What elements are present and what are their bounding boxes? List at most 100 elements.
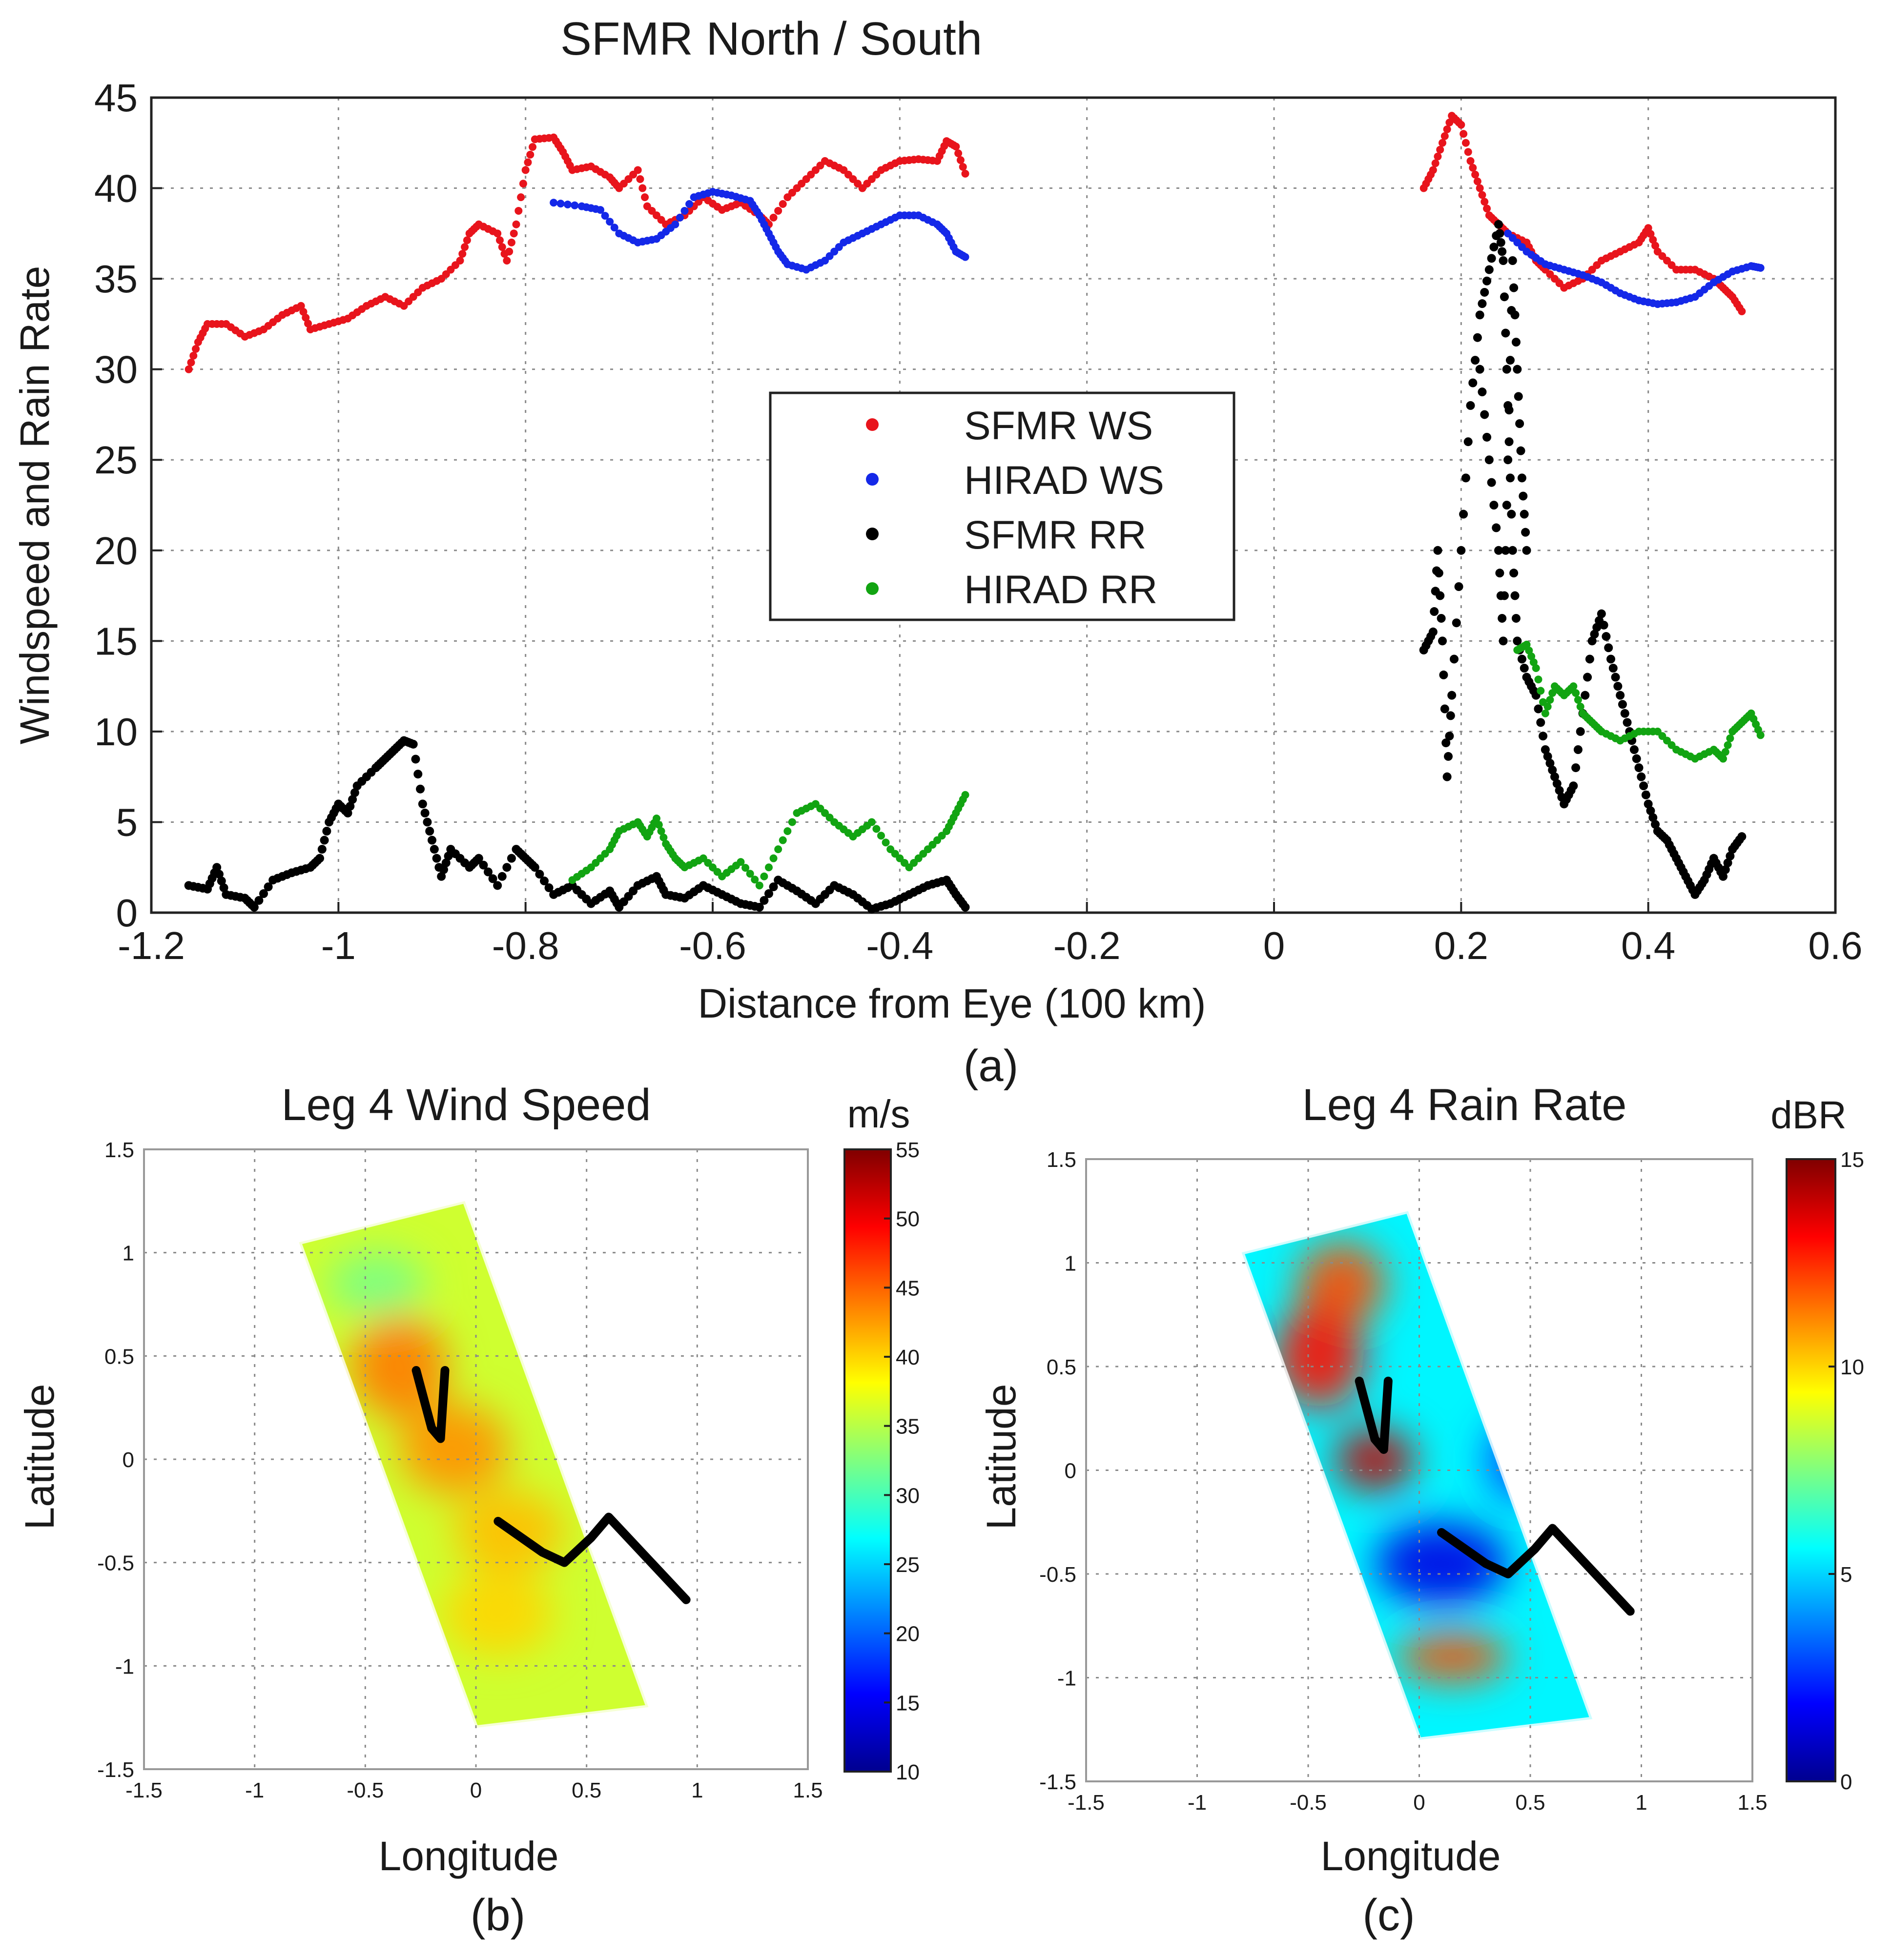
data-point — [458, 250, 467, 258]
y-tick-label: -1.5 — [97, 1758, 134, 1782]
data-point — [1514, 392, 1523, 401]
data-point — [961, 253, 969, 261]
data-point — [1613, 682, 1623, 691]
x-tick-label: 1 — [691, 1778, 703, 1802]
data-point — [1583, 673, 1592, 682]
data-point — [1487, 478, 1496, 487]
data-point — [1574, 695, 1582, 704]
data-point — [737, 858, 745, 866]
data-point — [1521, 528, 1530, 537]
data-point — [1724, 741, 1732, 749]
data-point — [413, 770, 423, 779]
data-point — [1649, 236, 1657, 244]
y-tick-label: -0.5 — [97, 1552, 134, 1575]
data-point — [1481, 198, 1489, 206]
data-point — [540, 877, 549, 886]
data-point — [1476, 184, 1484, 192]
data-point — [461, 243, 469, 251]
data-point — [1737, 832, 1747, 841]
data-point — [1629, 745, 1639, 754]
data-point — [192, 345, 200, 353]
data-point — [774, 206, 782, 215]
colorbar-tick-label: 10 — [896, 1760, 920, 1784]
data-point — [872, 825, 881, 833]
data-point — [514, 206, 523, 215]
data-point — [961, 169, 969, 178]
data-point — [1606, 654, 1615, 664]
data-point — [1507, 510, 1516, 519]
colorbar-c-label: dBR — [1770, 1093, 1847, 1137]
data-point — [1618, 700, 1627, 709]
data-point — [680, 206, 689, 215]
data-point — [493, 881, 502, 890]
data-point — [1480, 410, 1489, 419]
data-point — [550, 199, 558, 207]
data-point — [212, 863, 222, 872]
data-point — [1436, 145, 1444, 154]
data-point — [1529, 658, 1538, 666]
data-point — [1513, 636, 1522, 646]
data-point — [1517, 473, 1526, 483]
data-point — [315, 854, 324, 863]
y-tick-label: 0 — [1065, 1459, 1076, 1483]
data-point — [1721, 865, 1730, 874]
data-point — [317, 845, 327, 854]
data-point — [1522, 640, 1531, 649]
swath-zone — [328, 1252, 425, 1315]
data-point — [1581, 691, 1590, 700]
data-point — [653, 815, 660, 823]
data-point — [1504, 437, 1514, 447]
data-point — [510, 229, 518, 238]
y-tick-label: 1 — [123, 1242, 134, 1266]
data-point — [1726, 852, 1735, 861]
data-point — [185, 365, 193, 373]
data-point — [418, 799, 427, 809]
data-point — [1441, 738, 1451, 748]
data-point — [1604, 643, 1613, 653]
y-tick-label: 40 — [94, 167, 138, 210]
data-point — [498, 243, 506, 251]
panel-c-rain-rate-map: Leg 4 Rain Rate -1.5 -1 -0.5 0 0.5 1 1.5-1.5-1… — [978, 1080, 1864, 1940]
data-point — [1509, 283, 1519, 292]
data-point — [641, 193, 649, 202]
data-point — [1434, 152, 1442, 161]
colorbar-tick-label: 45 — [896, 1276, 920, 1300]
legend-entry-label: SFMR WS — [964, 404, 1153, 448]
data-point — [214, 870, 224, 879]
x-tick-label: 0.6 — [1808, 924, 1862, 967]
data-point — [530, 863, 539, 872]
data-point — [1539, 732, 1548, 741]
colorbar-tick-label: 40 — [896, 1346, 920, 1369]
data-point — [959, 163, 967, 171]
colorbar-tick-label: 10 — [1840, 1355, 1864, 1379]
data-point — [1445, 732, 1454, 741]
data-point — [494, 229, 502, 238]
chart-b-map-layer — [295, 1198, 652, 1731]
data-point — [1510, 591, 1520, 600]
flight-track-segment — [1437, 1524, 1635, 1616]
y-tick-label: -1.5 — [1039, 1770, 1076, 1794]
data-point — [1541, 709, 1549, 717]
legend-marker — [866, 528, 879, 540]
chart-c-gridlines — [1086, 1159, 1752, 1781]
data-point — [779, 200, 787, 208]
data-point — [676, 213, 684, 222]
x-tick-label: 1.5 — [793, 1778, 823, 1802]
data-point — [1608, 664, 1618, 673]
data-point — [1637, 772, 1646, 781]
data-point — [1487, 254, 1496, 263]
data-point — [1522, 546, 1531, 555]
data-point — [456, 257, 464, 265]
data-point — [956, 156, 965, 164]
x-tick-label: -1 — [321, 924, 356, 967]
chart-c-y-axis-label: Latitude — [978, 1384, 1024, 1530]
data-point — [655, 821, 663, 829]
data-point — [1431, 159, 1440, 167]
data-point — [297, 302, 305, 310]
data-point — [1569, 682, 1578, 691]
data-point — [1536, 718, 1545, 727]
data-point — [299, 307, 308, 316]
data-point — [1576, 702, 1584, 711]
data-point — [1434, 569, 1443, 578]
